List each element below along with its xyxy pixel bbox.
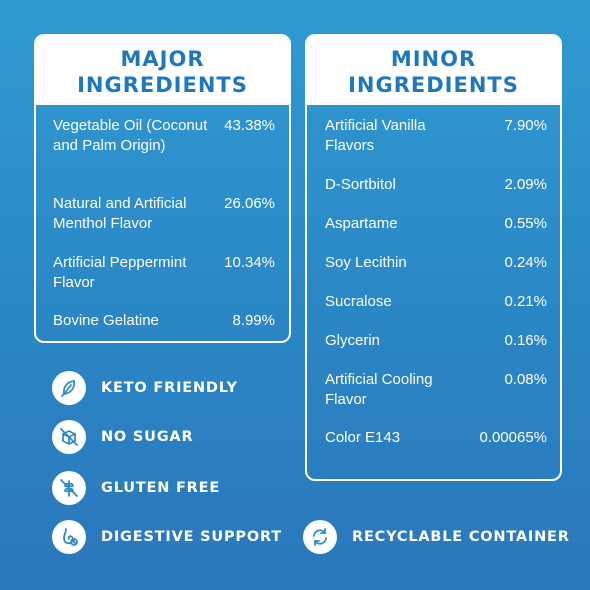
ingredient-row: Aspartame 0.55% <box>307 214 560 234</box>
ingredient-name: Aspartame <box>325 215 398 232</box>
ingredient-row: D-Sortbitol 2.09% <box>307 175 560 195</box>
gluten-free-icon <box>52 471 86 505</box>
ingredient-name: Color E143 <box>325 429 401 446</box>
ingredient-name: Artificial Cooling Flavor <box>325 371 433 408</box>
ingredient-percent: 0.55% <box>504 215 547 232</box>
major-ingredients-card: MAJOR INGREDIENTS Vegetable Oil (Coconut… <box>34 34 291 343</box>
ingredient-name: Natural and Artificial Menthol Flavor <box>53 195 187 232</box>
ingredient-name: Sucralose <box>325 293 392 310</box>
ingredient-name: Glycerin <box>325 332 381 349</box>
ingredient-percent: 8.99% <box>232 312 275 329</box>
badge-label: DIGESTIVE SUPPORT <box>101 529 282 545</box>
ingredient-row: Soy Lecithin 0.24% <box>307 253 560 273</box>
ingredient-row: Artificial Peppermint Flavor 10.34% <box>36 253 289 293</box>
keto-friendly-badge: KETO FRIENDLY <box>52 371 238 405</box>
digestive-icon <box>52 520 86 554</box>
badge-label: GLUTEN FREE <box>101 480 221 496</box>
digestive-support-badge: DIGESTIVE SUPPORT <box>52 520 282 554</box>
minor-ingredients-card: MINOR INGREDIENTS Artificial Vanilla Fla… <box>305 34 562 481</box>
badge-label: RECYCLABLE CONTAINER <box>352 529 570 545</box>
ingredient-percent: 0.24% <box>504 254 547 271</box>
ingredient-percent: 43.38% <box>224 117 275 134</box>
ingredient-row: Sucralose 0.21% <box>307 292 560 312</box>
leaf-icon <box>52 371 86 405</box>
ingredient-percent: 0.08% <box>504 371 547 388</box>
ingredient-percent: 7.90% <box>504 117 547 134</box>
ingredient-percent: 0.21% <box>504 293 547 310</box>
ingredient-row: Color E143 0.00065% <box>307 428 560 448</box>
ingredient-row: Artificial Cooling Flavor 0.08% <box>307 370 560 410</box>
ingredient-name: Artificial Vanilla Flavors <box>325 117 426 154</box>
recyclable-container-badge: RECYCLABLE CONTAINER <box>303 520 570 554</box>
ingredient-percent: 2.09% <box>504 176 547 193</box>
gluten-free-badge: GLUTEN FREE <box>52 471 220 505</box>
badge-label: KETO FRIENDLY <box>101 380 238 396</box>
ingredient-name: Vegetable Oil (Coconut and Palm Origin) <box>53 117 208 154</box>
ingredient-name: Bovine Gelatine <box>53 312 159 329</box>
ingredient-row: Glycerin 0.16% <box>307 331 560 351</box>
no-sugar-badge: NO SUGAR <box>52 420 193 454</box>
ingredient-percent: 0.00065% <box>479 429 547 446</box>
ingredient-row: Vegetable Oil (Coconut and Palm Origin) … <box>36 116 289 156</box>
no-sugar-icon <box>52 420 86 454</box>
major-ingredients-title: MAJOR INGREDIENTS <box>36 36 289 105</box>
ingredient-row: Artificial Vanilla Flavors 7.90% <box>307 116 560 156</box>
ingredient-percent: 10.34% <box>224 254 275 271</box>
badge-label: NO SUGAR <box>101 429 194 445</box>
ingredient-name: D-Sortbitol <box>325 176 396 193</box>
ingredient-percent: 26.06% <box>224 195 275 212</box>
ingredient-name: Soy Lecithin <box>325 254 407 271</box>
minor-ingredients-title: MINOR INGREDIENTS <box>307 36 560 105</box>
ingredient-percent: 0.16% <box>504 332 547 349</box>
ingredient-row: Bovine Gelatine 8.99% <box>36 311 289 331</box>
ingredient-row: Natural and Artificial Menthol Flavor 26… <box>36 194 289 234</box>
ingredient-name: Artificial Peppermint Flavor <box>53 254 187 291</box>
recycle-icon <box>303 520 337 554</box>
